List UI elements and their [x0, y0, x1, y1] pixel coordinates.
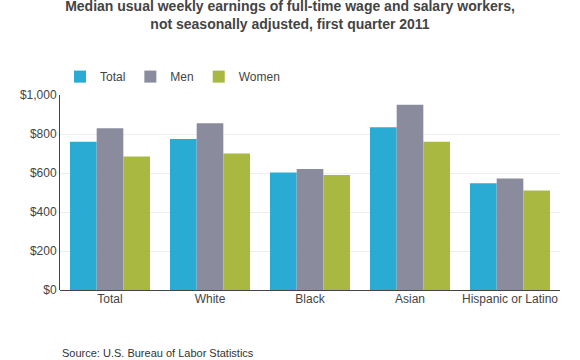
svg-text:Median usual weekly earnings o: Median usual weekly earnings of full-tim… [65, 0, 515, 32]
svg-text:$600: $600 [30, 166, 57, 180]
svg-text:$1,000: $1,000 [20, 88, 57, 102]
svg-text:Hispanic or Latino: Hispanic or Latino [462, 292, 558, 306]
svg-text:Asian: Asian [395, 292, 425, 306]
svg-text:$800: $800 [30, 127, 57, 141]
svg-text:White: White [195, 292, 226, 306]
svg-text:Women: Women [239, 70, 280, 84]
svg-text:$0: $0 [43, 283, 57, 297]
svg-text:Total: Total [100, 70, 125, 84]
svg-text:$200: $200 [30, 244, 57, 258]
svg-text:Source: U.S. Bureau of Labor S: Source: U.S. Bureau of Labor Statistics [62, 347, 254, 359]
svg-text:Total: Total [97, 292, 122, 306]
svg-text:$400: $400 [30, 205, 57, 219]
svg-text:Men: Men [170, 70, 193, 84]
svg-text:Black: Black [295, 292, 325, 306]
